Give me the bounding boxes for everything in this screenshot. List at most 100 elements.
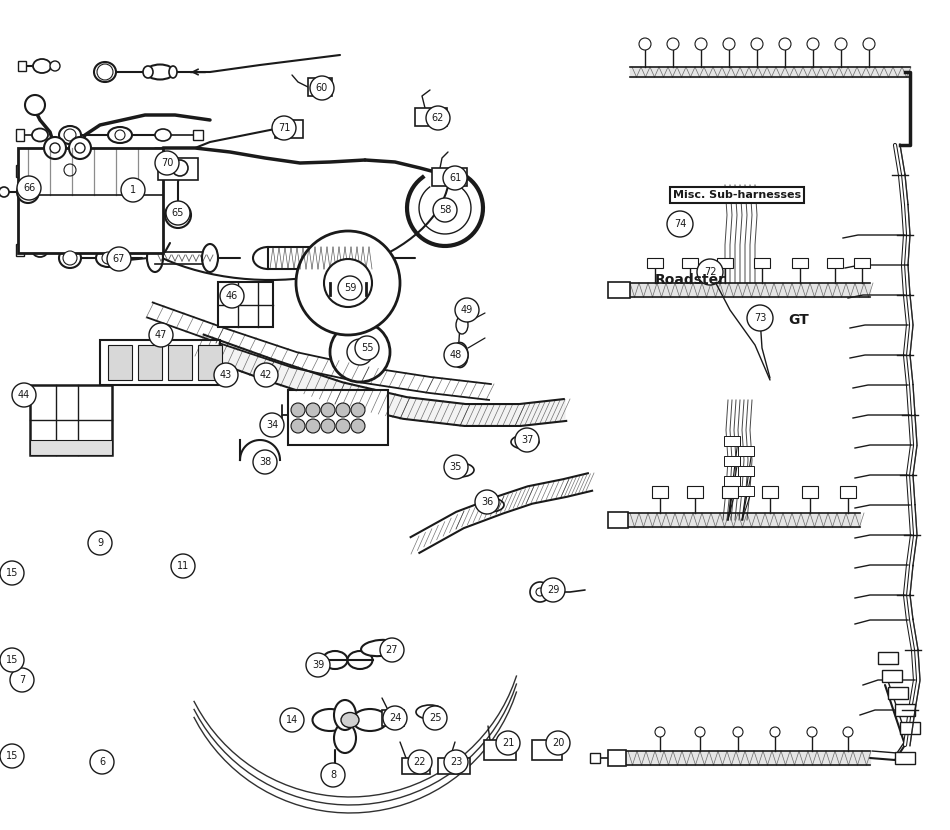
- Circle shape: [155, 151, 179, 175]
- Circle shape: [321, 419, 335, 433]
- Circle shape: [423, 706, 447, 730]
- Ellipse shape: [361, 640, 399, 657]
- Text: 35: 35: [449, 462, 463, 472]
- Circle shape: [172, 209, 184, 221]
- Text: 61: 61: [448, 173, 461, 183]
- Circle shape: [291, 403, 305, 417]
- Circle shape: [723, 38, 735, 50]
- Text: 70: 70: [161, 158, 173, 168]
- Ellipse shape: [322, 651, 348, 669]
- Text: 21: 21: [502, 738, 514, 748]
- Circle shape: [515, 428, 539, 452]
- Ellipse shape: [352, 709, 388, 731]
- Ellipse shape: [147, 244, 163, 272]
- Circle shape: [338, 276, 362, 300]
- Bar: [827, 258, 843, 268]
- Ellipse shape: [50, 61, 60, 71]
- Circle shape: [443, 166, 467, 190]
- Ellipse shape: [511, 435, 539, 449]
- Text: 59: 59: [344, 283, 356, 293]
- Text: 11: 11: [177, 561, 189, 571]
- Text: 74: 74: [674, 219, 686, 229]
- Bar: [882, 670, 902, 682]
- Circle shape: [310, 76, 334, 100]
- Circle shape: [108, 250, 128, 270]
- Text: 66: 66: [23, 183, 35, 193]
- Bar: [608, 750, 626, 766]
- Text: 73: 73: [753, 313, 767, 323]
- Bar: [682, 258, 698, 268]
- Bar: [647, 258, 663, 268]
- Text: 22: 22: [414, 757, 427, 767]
- Circle shape: [530, 582, 550, 602]
- Circle shape: [306, 419, 320, 433]
- Text: 46: 46: [226, 291, 238, 301]
- Circle shape: [733, 727, 743, 737]
- Bar: [275, 120, 303, 138]
- Circle shape: [779, 38, 791, 50]
- Circle shape: [0, 561, 24, 585]
- Circle shape: [347, 339, 373, 365]
- Circle shape: [17, 176, 41, 200]
- Bar: [762, 486, 778, 498]
- Ellipse shape: [32, 129, 48, 141]
- Circle shape: [172, 160, 188, 176]
- Text: 24: 24: [389, 713, 401, 723]
- Bar: [724, 476, 740, 486]
- Ellipse shape: [253, 247, 283, 269]
- Circle shape: [121, 178, 145, 202]
- Circle shape: [336, 419, 350, 433]
- Ellipse shape: [452, 343, 468, 368]
- Circle shape: [291, 419, 305, 433]
- Ellipse shape: [476, 498, 504, 512]
- Ellipse shape: [59, 161, 81, 179]
- Circle shape: [166, 201, 190, 225]
- Ellipse shape: [353, 247, 383, 269]
- Circle shape: [296, 231, 400, 335]
- Text: 62: 62: [432, 113, 445, 123]
- Text: 25: 25: [428, 713, 441, 723]
- Ellipse shape: [313, 709, 348, 731]
- Text: 72: 72: [704, 267, 716, 277]
- Text: 9: 9: [97, 538, 103, 548]
- Circle shape: [536, 588, 544, 596]
- Circle shape: [0, 187, 9, 197]
- Bar: [438, 758, 470, 774]
- Bar: [18, 61, 26, 71]
- Bar: [888, 687, 908, 699]
- Bar: [288, 390, 388, 445]
- Circle shape: [351, 419, 365, 433]
- Circle shape: [747, 305, 773, 331]
- Bar: [30, 385, 112, 455]
- Circle shape: [115, 130, 125, 140]
- Bar: [108, 345, 132, 380]
- Text: 71: 71: [277, 123, 290, 133]
- Circle shape: [496, 731, 520, 755]
- Circle shape: [433, 198, 457, 222]
- Ellipse shape: [59, 126, 81, 144]
- Text: 15: 15: [6, 655, 18, 665]
- Bar: [802, 486, 818, 498]
- Text: 60: 60: [315, 83, 328, 93]
- Circle shape: [380, 638, 404, 662]
- Text: 48: 48: [450, 350, 462, 360]
- Circle shape: [475, 490, 499, 514]
- Circle shape: [444, 750, 468, 774]
- Text: 15: 15: [6, 568, 18, 578]
- Text: 49: 49: [461, 305, 473, 315]
- Circle shape: [807, 727, 817, 737]
- Circle shape: [426, 106, 450, 130]
- Circle shape: [90, 750, 114, 774]
- Circle shape: [546, 731, 570, 755]
- Bar: [18, 148, 163, 253]
- Circle shape: [220, 284, 244, 308]
- Circle shape: [770, 727, 780, 737]
- Ellipse shape: [169, 66, 177, 78]
- Bar: [738, 486, 754, 496]
- Text: 65: 65: [172, 208, 184, 218]
- Ellipse shape: [96, 249, 120, 267]
- Bar: [330, 280, 366, 295]
- Text: 23: 23: [449, 757, 463, 767]
- Circle shape: [807, 38, 819, 50]
- Bar: [608, 282, 630, 298]
